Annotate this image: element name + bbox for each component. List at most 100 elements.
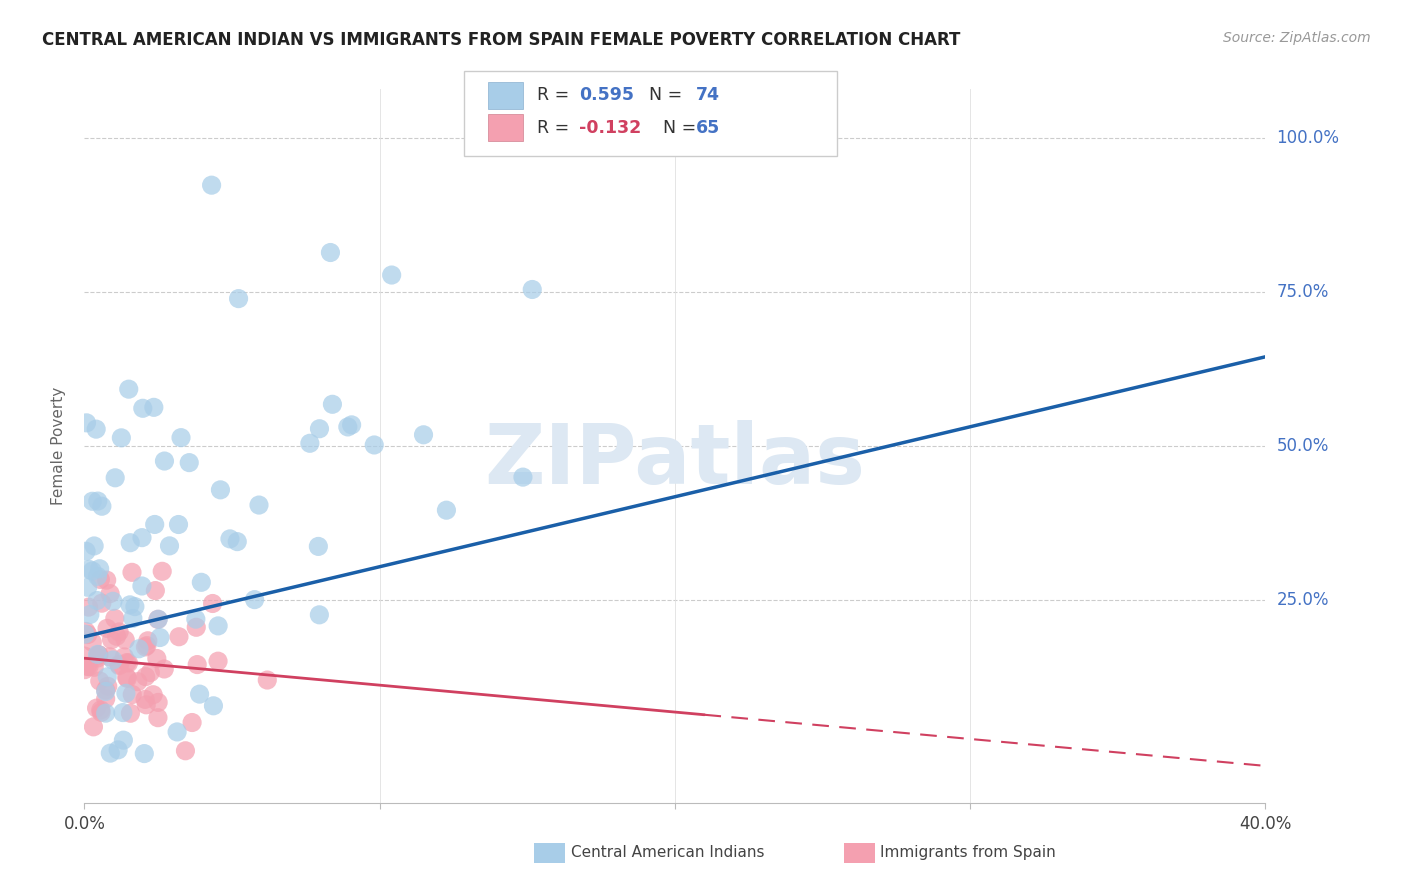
Text: 100.0%: 100.0% [1277,129,1340,147]
Point [75,624,97,639]
Point [90,500,112,514]
Point [86,569,108,583]
Text: 65: 65 [696,119,720,136]
Point [104,611,127,625]
Point [115,686,138,700]
Point [128,641,150,656]
Point [121,566,143,580]
Point [143,517,166,532]
Point [512,470,534,484]
Point [145,583,167,598]
Point [83,539,105,553]
Text: 25.0%: 25.0% [1277,591,1329,609]
Point [139,665,162,680]
Point [96,621,118,635]
Text: 75.0%: 75.0% [1277,283,1329,301]
Text: R =: R = [537,119,575,136]
Point [104,471,127,485]
Point [94,683,117,698]
Point [142,688,165,702]
Point [110,431,132,445]
Point [96,670,118,684]
Point [89,673,111,688]
Point [202,698,225,713]
Point [522,283,544,297]
Point [105,629,128,643]
Point [97,679,120,693]
Point [412,427,434,442]
Point [201,597,224,611]
Point [77,562,100,576]
Point [118,382,141,396]
Point [112,733,135,747]
Point [136,633,159,648]
Point [159,539,181,553]
Point [101,653,124,667]
Point [148,612,170,626]
Point [228,292,250,306]
Text: Immigrants from Spain: Immigrants from Spain [880,846,1056,860]
Point [243,592,266,607]
Point [83,660,105,674]
Text: 50.0%: 50.0% [1277,437,1329,455]
Point [108,624,131,639]
Point [117,672,139,686]
Point [134,692,156,706]
Point [112,649,135,664]
Point [86,701,108,715]
Point [82,494,104,508]
Point [90,596,112,610]
Text: N =: N = [652,119,702,136]
Text: R =: R = [537,87,575,104]
Point [117,656,139,670]
Point [150,564,173,578]
Point [77,659,100,673]
Point [94,684,117,698]
Point [135,639,157,653]
Point [86,593,108,607]
Point [75,544,97,558]
Point [107,743,129,757]
Text: 0.0%: 0.0% [63,815,105,833]
Point [84,422,107,436]
Point [111,706,134,720]
Text: Central American Indians: Central American Indians [571,846,765,860]
Point [132,401,155,416]
Point [101,594,124,608]
Point [134,747,156,761]
Point [89,573,111,587]
Point [108,657,131,672]
Text: 0.595: 0.595 [579,87,634,104]
Point [73,649,96,664]
Point [207,654,229,668]
Point [170,431,193,445]
Point [94,691,117,706]
Point [115,670,138,684]
Point [247,498,270,512]
Point [127,674,149,689]
Point [436,503,458,517]
Point [381,268,404,282]
Point [98,587,121,601]
Point [96,573,118,587]
Point [142,401,165,415]
Point [146,711,169,725]
Point [184,612,207,626]
Point [146,612,169,626]
Point [135,670,157,684]
Point [76,416,98,430]
Text: Source: ZipAtlas.com: Source: ZipAtlas.com [1223,31,1371,45]
Point [76,580,98,594]
Point [186,657,208,672]
Point [82,635,104,649]
Point [219,532,242,546]
Point [188,687,211,701]
Point [363,438,385,452]
Point [307,540,329,554]
Point [94,706,117,721]
Point [146,695,169,709]
Point [76,659,98,673]
Point [90,706,112,720]
Point [181,715,204,730]
Text: -0.132: -0.132 [579,119,641,136]
